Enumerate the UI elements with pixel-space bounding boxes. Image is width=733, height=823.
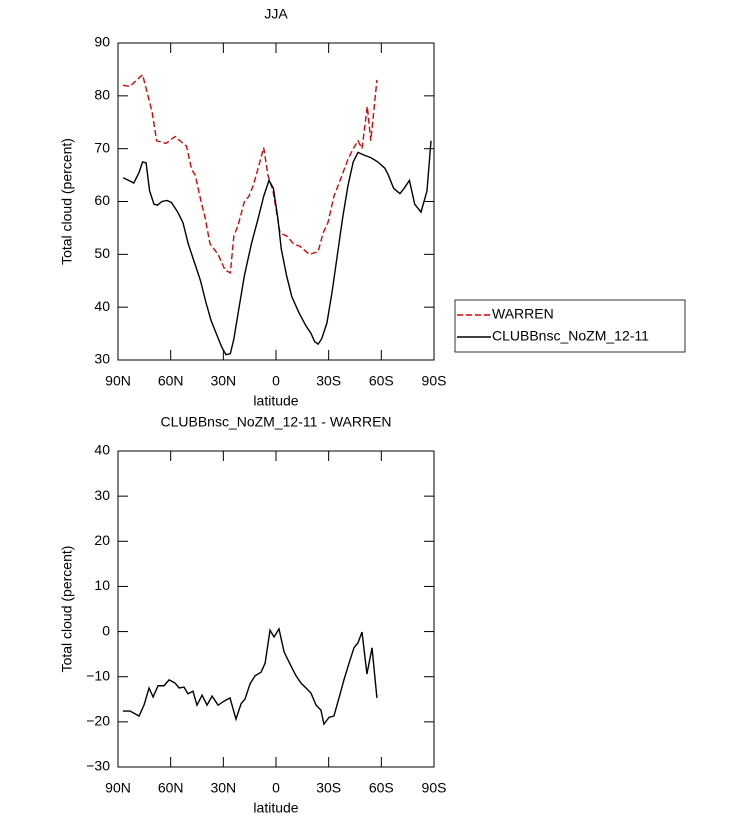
y-tick-label: −20	[86, 713, 110, 729]
data-line	[122, 73, 378, 274]
legend-label: WARREN	[492, 306, 554, 322]
data-line	[122, 627, 378, 726]
x-tick-label: 90N	[105, 780, 131, 796]
y-tick-label: −10	[86, 667, 110, 683]
y-axis-label: Total cloud (percent)	[59, 138, 75, 265]
x-tick-label: 60S	[369, 373, 394, 389]
y-tick-label: 90	[94, 34, 110, 50]
x-axis-label: latitude	[253, 393, 298, 409]
x-tick-label: 0	[272, 373, 280, 389]
x-tick-label: 30S	[316, 780, 341, 796]
y-axis-label: Total cloud (percent)	[59, 546, 75, 673]
x-tick-label: 30N	[210, 780, 236, 796]
y-tick-label: 40	[94, 298, 110, 314]
y-tick-label: 10	[94, 577, 110, 593]
x-tick-label: 60S	[369, 780, 394, 796]
plot-frame	[117, 450, 435, 768]
y-tick-label: 30	[94, 487, 110, 503]
y-tick-label: 40	[94, 442, 110, 458]
x-tick-label: 0	[272, 780, 280, 796]
legend-label: CLUBBnsc_NoZM_12-11	[492, 328, 649, 344]
x-tick-label: 90N	[105, 373, 131, 389]
legend-box	[454, 299, 686, 353]
x-tick-label: 90S	[422, 780, 447, 796]
x-tick-label: 60N	[158, 373, 184, 389]
x-tick-label: 30S	[316, 373, 341, 389]
chart-title: JJA	[264, 6, 288, 22]
y-tick-label: 70	[94, 139, 110, 155]
y-tick-label: −30	[86, 758, 110, 774]
x-tick-label: 90S	[422, 373, 447, 389]
y-tick-label: 80	[94, 87, 110, 103]
chart-title: CLUBBnsc_NoZM_12-11 - WARREN	[160, 414, 391, 430]
data-line	[122, 140, 432, 356]
y-tick-label: 60	[94, 192, 110, 208]
y-tick-label: 30	[94, 351, 110, 367]
x-tick-label: 60N	[158, 780, 184, 796]
y-tick-label: 0	[102, 622, 110, 638]
y-tick-label: 50	[94, 245, 110, 261]
x-tick-label: 30N	[210, 373, 236, 389]
y-tick-label: 20	[94, 532, 110, 548]
x-axis-label: latitude	[253, 800, 298, 816]
